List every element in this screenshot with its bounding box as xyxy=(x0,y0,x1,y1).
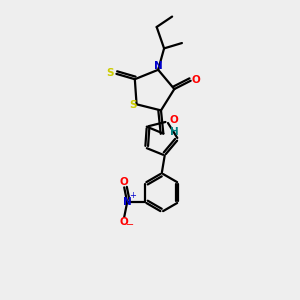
Text: N: N xyxy=(123,197,132,207)
Text: O: O xyxy=(120,177,129,187)
Text: +: + xyxy=(129,191,136,200)
Text: O: O xyxy=(120,217,129,227)
Text: O: O xyxy=(192,75,201,85)
Text: N: N xyxy=(154,61,163,71)
Text: H: H xyxy=(170,127,179,137)
Text: −: − xyxy=(125,220,134,230)
Text: S: S xyxy=(129,100,137,110)
Text: O: O xyxy=(169,116,178,125)
Text: S: S xyxy=(107,68,114,78)
